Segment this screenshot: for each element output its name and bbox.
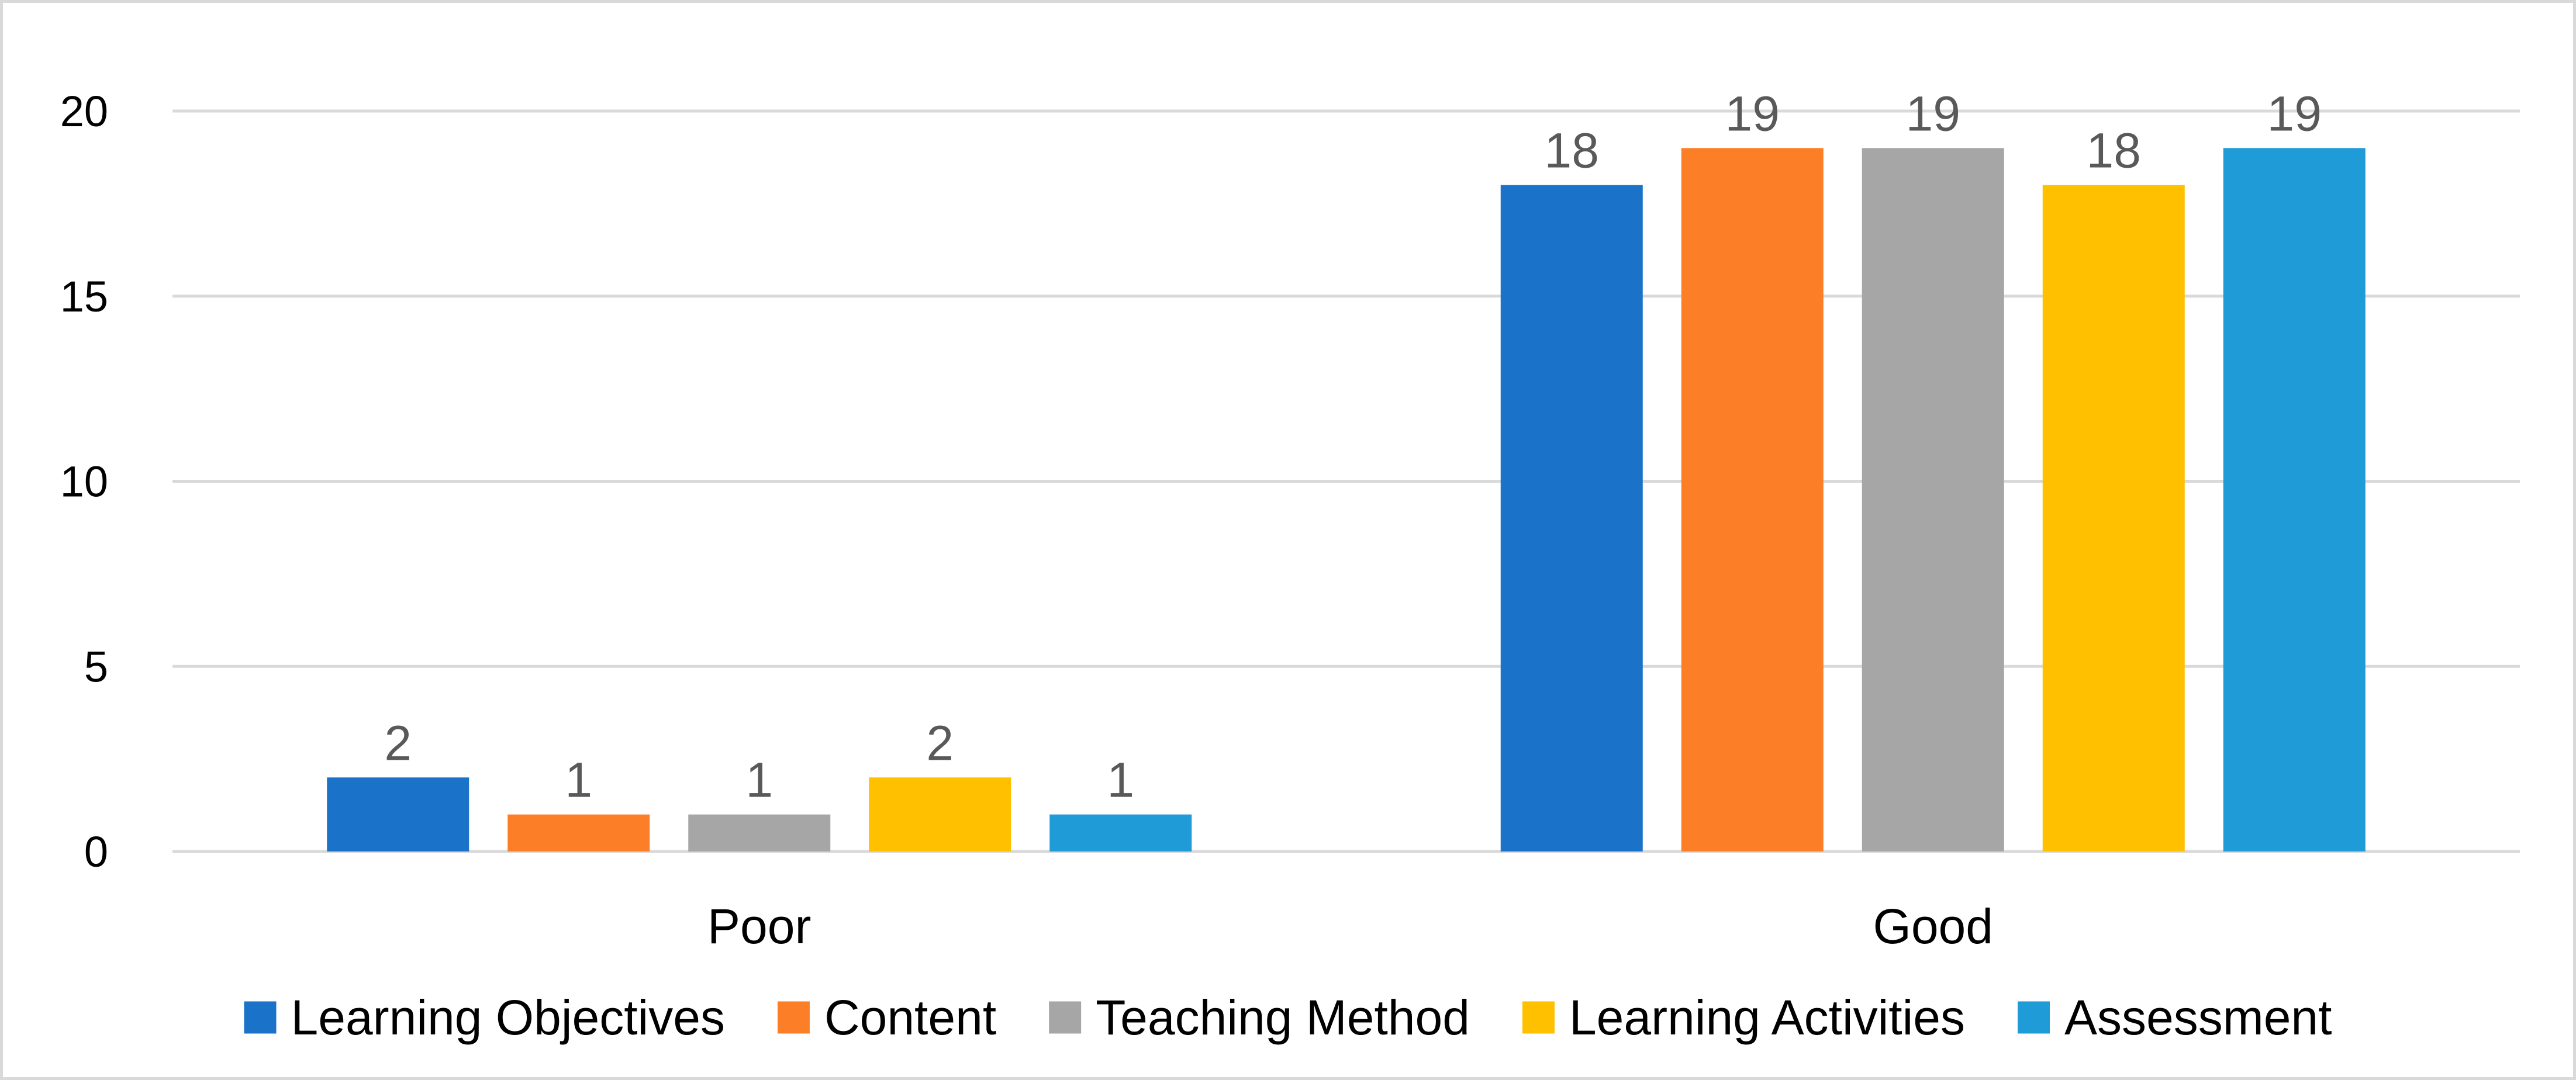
y-tick-label-5: 5 [84, 642, 108, 691]
data-label-good-learning-activities: 18 [2087, 123, 2141, 178]
legend-label-learning-objectives: Learning Objectives [291, 990, 725, 1045]
y-tick-label-15: 15 [60, 272, 108, 321]
legend-item-learning-objectives: Learning Objectives [244, 990, 725, 1045]
y-tick-label-20: 20 [60, 87, 108, 136]
category-label-poor: Poor [707, 899, 811, 954]
data-label-poor-assessment: 1 [1107, 753, 1134, 808]
data-label-good-teaching-method: 19 [1906, 86, 1960, 141]
legend-swatch-learning-activities [1522, 1001, 1555, 1034]
data-label-poor-teaching-method: 1 [745, 753, 773, 808]
legend-label-teaching-method: Teaching Method [1096, 990, 1470, 1045]
bar-poor-teaching-method [688, 814, 831, 851]
legend-item-assessment: Assessment [2017, 990, 2332, 1045]
legend-swatch-assessment [2017, 1001, 2050, 1034]
bar-good-learning-activities [2042, 185, 2185, 852]
data-labels: 2 1 1 2 1 18 19 19 18 19 [384, 86, 2322, 807]
legend-label-content: Content [824, 990, 996, 1045]
bar-good-content [1681, 148, 1824, 852]
y-axis-tick-labels: 0 5 10 15 20 [60, 87, 108, 876]
legend-item-teaching-method: Teaching Method [1049, 990, 1470, 1045]
data-label-poor-learning-objectives: 2 [384, 715, 412, 770]
legend-swatch-teaching-method [1049, 1001, 1082, 1034]
bar-good-teaching-method [1862, 148, 2004, 852]
data-label-good-content: 19 [1725, 86, 1780, 141]
legend-swatch-learning-objectives [244, 1001, 277, 1034]
legend-label-learning-activities: Learning Activities [1569, 990, 1965, 1045]
y-tick-label-10: 10 [60, 458, 108, 506]
legend-item-content: Content [777, 990, 996, 1045]
data-label-good-assessment: 19 [2267, 86, 2322, 141]
category-label-good: Good [1873, 899, 1994, 954]
x-axis-category-labels: Poor Good [707, 899, 1993, 954]
data-label-poor-learning-activities: 2 [926, 715, 954, 770]
bar-good-learning-objectives [1500, 185, 1643, 852]
data-label-poor-content: 1 [565, 753, 592, 808]
bar-poor-content [507, 814, 650, 851]
legend: Learning Objectives Content Teaching Metho… [244, 990, 2332, 1045]
bars [327, 148, 2366, 852]
y-tick-label-0: 0 [84, 828, 108, 876]
legend-swatch-content [777, 1001, 810, 1034]
legend-item-learning-activities: Learning Activities [1522, 990, 1965, 1045]
legend-label-assessment: Assessment [2064, 990, 2332, 1045]
bar-good-assessment [2223, 148, 2366, 852]
data-label-good-learning-objectives: 18 [1545, 123, 1599, 178]
bar-poor-learning-activities [869, 777, 1011, 851]
bar-poor-assessment [1049, 814, 1192, 851]
bar-poor-learning-objectives [327, 777, 469, 851]
